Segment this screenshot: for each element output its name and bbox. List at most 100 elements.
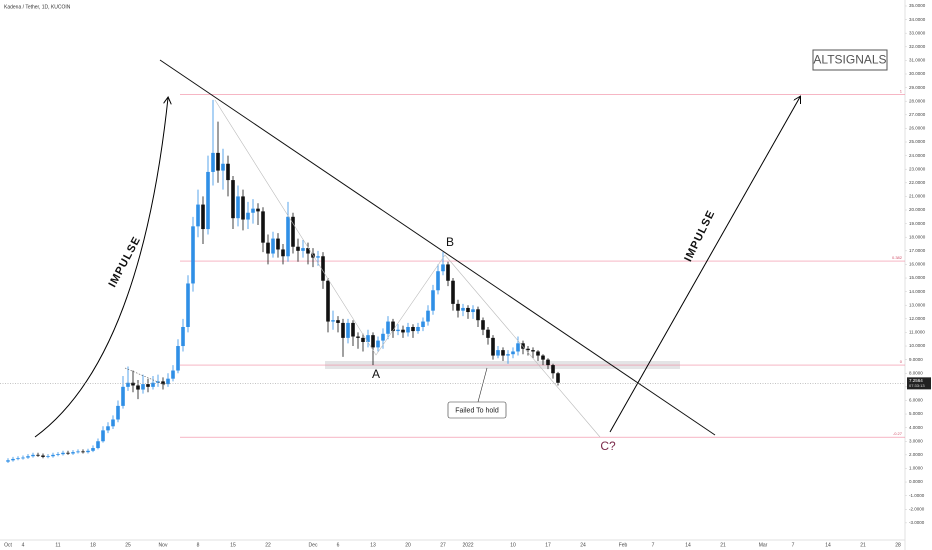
candle-body (456, 303, 460, 311)
candle-body (161, 381, 165, 385)
candle-body (141, 384, 145, 390)
candle-body (16, 458, 20, 460)
y-tick-label: 28.0000 (909, 98, 926, 103)
y-tick-label: 34.0000 (909, 17, 926, 22)
x-tick-label: 6 (337, 542, 340, 548)
wave-label: B (446, 235, 454, 249)
impulse-arrow (609, 97, 800, 433)
axes: -3.0000 -2.0000 -1.0000 0.0000 1.0000 2.0000 3… (0, 3, 931, 548)
candle-body (251, 208, 255, 213)
y-tick-label: 17.0000 (909, 248, 926, 253)
candle-body (91, 448, 95, 451)
x-tick-label: 20 (405, 542, 411, 548)
candle-body (36, 454, 40, 456)
candle-body (226, 163, 230, 181)
x-tick-label: 14 (685, 542, 691, 548)
x-tick-label: 10 (510, 542, 516, 548)
candle-body (386, 321, 390, 334)
y-tick-label: 11.0000 (909, 330, 925, 335)
candle-body (506, 354, 510, 356)
candle-body (191, 226, 195, 284)
candle-body (216, 152, 220, 171)
y-tick-label: 0.0000 (909, 479, 923, 484)
fib-level-label: 0 (900, 359, 903, 364)
candle-body (541, 355, 545, 360)
x-tick-label: Mar (759, 542, 768, 548)
fib-levels: 1 0.382 0 -0.27 (180, 88, 905, 438)
wave-label: A (372, 367, 380, 381)
y-tick-label: 26.0000 (909, 126, 926, 131)
x-tick-label: 15 (230, 542, 236, 548)
y-tick-label: 6.0000 (909, 398, 923, 403)
candle-body (366, 335, 370, 342)
y-tick-label: 5.0000 (909, 411, 923, 416)
candle-body (76, 451, 80, 453)
candle-body (371, 335, 375, 348)
candles (6, 99, 560, 464)
candle-body (556, 373, 560, 383)
y-tick-label: 21.0000 (909, 194, 926, 199)
candle-body (401, 329, 405, 333)
y-tick-label: 9.0000 (909, 357, 923, 362)
y-tick-label: 12.0000 (909, 316, 926, 321)
last-price-box (907, 377, 931, 390)
candle-body (421, 321, 425, 327)
candle-body (376, 340, 380, 348)
chart-title: Kadena / Tether, 1D, KUCOIN (4, 4, 71, 10)
x-tick-label: 21 (720, 542, 726, 548)
callout-pointer (477, 367, 488, 403)
candle-body (51, 454, 55, 457)
y-tick-label: 16.0000 (909, 262, 926, 267)
y-tick-label: 3.0000 (909, 438, 923, 443)
x-tick-label: Feb (619, 542, 628, 548)
candle-body (206, 171, 210, 230)
y-tick-label: 29.0000 (909, 85, 926, 90)
candle-body (531, 350, 535, 352)
x-tick-label: 18 (90, 542, 96, 548)
candle-body (71, 452, 75, 454)
candle-body (511, 351, 515, 355)
candle-body (81, 451, 85, 453)
dotted-line (124, 367, 166, 386)
candle-body (41, 455, 45, 457)
candle-body (316, 256, 320, 258)
y-tick-label: 24.0000 (909, 153, 926, 158)
y-tick-label: -2.0000 (909, 506, 925, 511)
y-tick-label: 23.0000 (909, 166, 926, 171)
y-tick-label: 31.0000 (909, 58, 926, 63)
candle-body (426, 310, 430, 322)
y-tick-label: 10.0000 (909, 343, 926, 348)
y-tick-label: 1.0000 (909, 466, 923, 471)
fib-level-label: 1 (900, 88, 903, 93)
y-tick-label: 35.0000 (909, 3, 926, 8)
candle-body (521, 343, 525, 349)
candle-body (466, 307, 470, 313)
candle-body (66, 452, 70, 454)
x-tick-label: 28 (895, 542, 901, 548)
candle-body (336, 320, 340, 323)
candle-body (86, 450, 90, 453)
x-tick-label: 25 (125, 542, 131, 548)
y-tick-label: 15.0000 (909, 275, 926, 280)
candle-body (166, 378, 170, 385)
y-tick-label: 4.0000 (909, 425, 923, 430)
candle-body (246, 212, 250, 220)
candle-body (351, 322, 355, 337)
candle-body (101, 430, 105, 442)
candle-body (61, 452, 65, 455)
candle-body (296, 246, 300, 251)
candle-body (546, 359, 550, 366)
candle-body (476, 309, 480, 321)
candle-body (341, 322, 345, 338)
candle-body (501, 350, 505, 356)
last-price-label: 7.2564 (909, 378, 923, 383)
countdown-label: 07:33:13 (909, 383, 925, 388)
candle-body (176, 346, 180, 371)
x-tick-label: 14 (825, 542, 831, 548)
candle-body (491, 337, 495, 356)
watermark-box (812, 49, 888, 71)
candle-body (221, 163, 225, 171)
candle-body (321, 256, 325, 281)
candle-body (111, 419, 115, 427)
candle-body (26, 456, 30, 458)
